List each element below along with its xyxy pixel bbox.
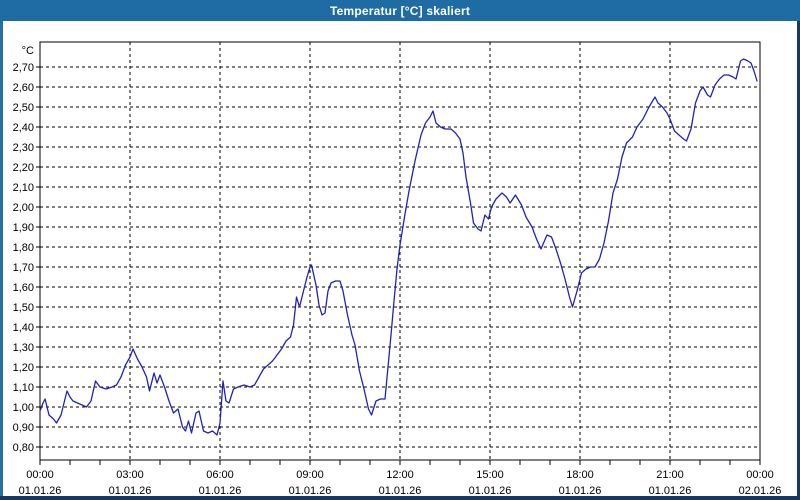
y-tick-label: 1,80 bbox=[13, 242, 34, 254]
chart-area: 0,80 0,90 1,00 1,10 1,20 1,30 1,40 1,50 1,60 1,70… bbox=[3, 21, 797, 497]
x-tick-date-label: 02.01.26 bbox=[739, 485, 782, 496]
y-tick-label: 0,80 bbox=[13, 442, 34, 454]
title-bar: Temperatur [°C] skaliert bbox=[0, 0, 800, 21]
y-tick-label: 1,90 bbox=[13, 222, 34, 234]
x-tick-date-label: 01.01.26 bbox=[649, 485, 692, 496]
y-axis-unit-label: °C bbox=[22, 45, 34, 57]
y-tick-label: 2,30 bbox=[13, 142, 34, 154]
y-tick-label: 1,70 bbox=[13, 262, 34, 274]
x-tick-time-label: 12:00 bbox=[386, 469, 414, 481]
y-tick-label: 1,20 bbox=[13, 362, 34, 374]
y-tick-label: 1,40 bbox=[13, 322, 34, 334]
window-border-right bbox=[797, 21, 800, 496]
x-tick-time-label: 09:00 bbox=[296, 469, 324, 481]
y-tick-label: 2,70 bbox=[13, 62, 34, 74]
plot-frame bbox=[39, 41, 761, 461]
x-tick-time-label: 15:00 bbox=[476, 469, 504, 481]
y-tick-label: 1,60 bbox=[13, 282, 34, 294]
x-tick-date-label: 01.01.26 bbox=[289, 485, 332, 496]
chart-svg[interactable]: 0,80 0,90 1,00 1,10 1,20 1,30 1,40 1,50 1,60 1,70… bbox=[3, 21, 797, 497]
y-tick-label: 2,60 bbox=[13, 82, 34, 94]
y-tick-label: 2,50 bbox=[13, 102, 34, 114]
y-tick-label: 1,00 bbox=[13, 402, 34, 414]
y-tick-label: 2,00 bbox=[13, 202, 34, 214]
temperature-line bbox=[39, 58, 758, 436]
x-tick-date-label: 01.01.26 bbox=[379, 485, 422, 496]
x-tick-date-label: 01.01.26 bbox=[109, 485, 152, 496]
x-tick-time-label: 06:00 bbox=[206, 469, 234, 481]
x-tick-time-label: 00:00 bbox=[746, 469, 774, 481]
y-tick-label: 1,50 bbox=[13, 302, 34, 314]
window-border-left bbox=[0, 21, 3, 496]
y-tick-label: 1,30 bbox=[13, 342, 34, 354]
x-tick-date-label: 01.01.26 bbox=[19, 485, 62, 496]
x-tick-time-label: 00:00 bbox=[26, 469, 54, 481]
y-tick-label: 2,20 bbox=[13, 162, 34, 174]
x-tick-date-label: 01.01.26 bbox=[469, 485, 512, 496]
x-tick-date-label: 01.01.26 bbox=[199, 485, 242, 496]
x-tick-time-label: 21:00 bbox=[656, 469, 684, 481]
x-tick-time-label: 18:00 bbox=[566, 469, 594, 481]
x-tick-time-label: 03:00 bbox=[116, 469, 144, 481]
x-tick-date-label: 01.01.26 bbox=[559, 485, 602, 496]
window-border-bottom bbox=[0, 496, 800, 500]
y-tick-label: 2,10 bbox=[13, 182, 34, 194]
window-title: Temperatur [°C] skaliert bbox=[329, 3, 471, 18]
y-tick-label: 0,90 bbox=[13, 422, 34, 434]
y-tick-label: 2,40 bbox=[13, 122, 34, 134]
y-tick-label: 1,10 bbox=[13, 382, 34, 394]
